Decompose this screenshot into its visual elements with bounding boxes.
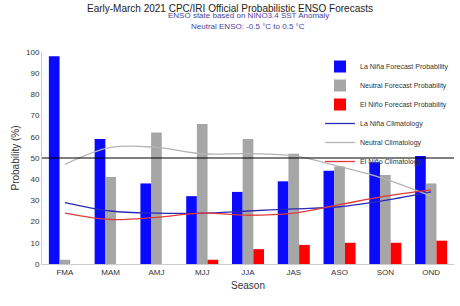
svg-text:Early-March 2021 CPC/IRI Offic: Early-March 2021 CPC/IRI Official Probab…	[87, 3, 373, 14]
svg-text:AMJ: AMJ	[148, 268, 164, 277]
svg-text:100: 100	[26, 48, 40, 57]
svg-text:MJJ: MJJ	[195, 268, 210, 277]
svg-text:MAM: MAM	[101, 268, 120, 277]
svg-text:JAS: JAS	[286, 268, 301, 277]
svg-text:Neutral Climatology: Neutral Climatology	[360, 139, 422, 147]
svg-text:FMA: FMA	[56, 268, 74, 277]
svg-text:90: 90	[30, 69, 39, 78]
svg-text:0: 0	[35, 260, 40, 269]
svg-text:Neutral Forecast Probability: Neutral Forecast Probability	[360, 82, 447, 90]
svg-text:80: 80	[30, 90, 39, 99]
svg-text:40: 40	[30, 175, 39, 184]
svg-text:Neutral ENSO: -0.5 °C to 0.5 °: Neutral ENSO: -0.5 °C to 0.5 °C	[191, 22, 305, 31]
svg-text:El Niño Forecast Probability: El Niño Forecast Probability	[360, 101, 447, 109]
svg-text:10: 10	[30, 239, 39, 248]
svg-text:50: 50	[30, 154, 39, 163]
svg-text:La Niña Climatology: La Niña Climatology	[360, 120, 423, 128]
svg-text:La Niña Forecast Probability: La Niña Forecast Probability	[360, 63, 448, 71]
svg-text:60: 60	[30, 133, 39, 142]
svg-text:OND: OND	[422, 268, 440, 277]
svg-text:SON: SON	[377, 268, 395, 277]
svg-text:El Niño Climatology: El Niño Climatology	[360, 158, 422, 166]
svg-text:Probability (%): Probability (%)	[10, 125, 21, 190]
svg-text:JJA: JJA	[241, 268, 255, 277]
svg-text:Season: Season	[231, 280, 265, 291]
svg-text:20: 20	[30, 217, 39, 226]
svg-text:30: 30	[30, 196, 39, 205]
svg-text:ENSO state based on NINO3.4 SS: ENSO state based on NINO3.4 SST Anomaly	[168, 11, 329, 20]
svg-text:70: 70	[30, 111, 39, 120]
svg-text:ASO: ASO	[331, 268, 348, 277]
